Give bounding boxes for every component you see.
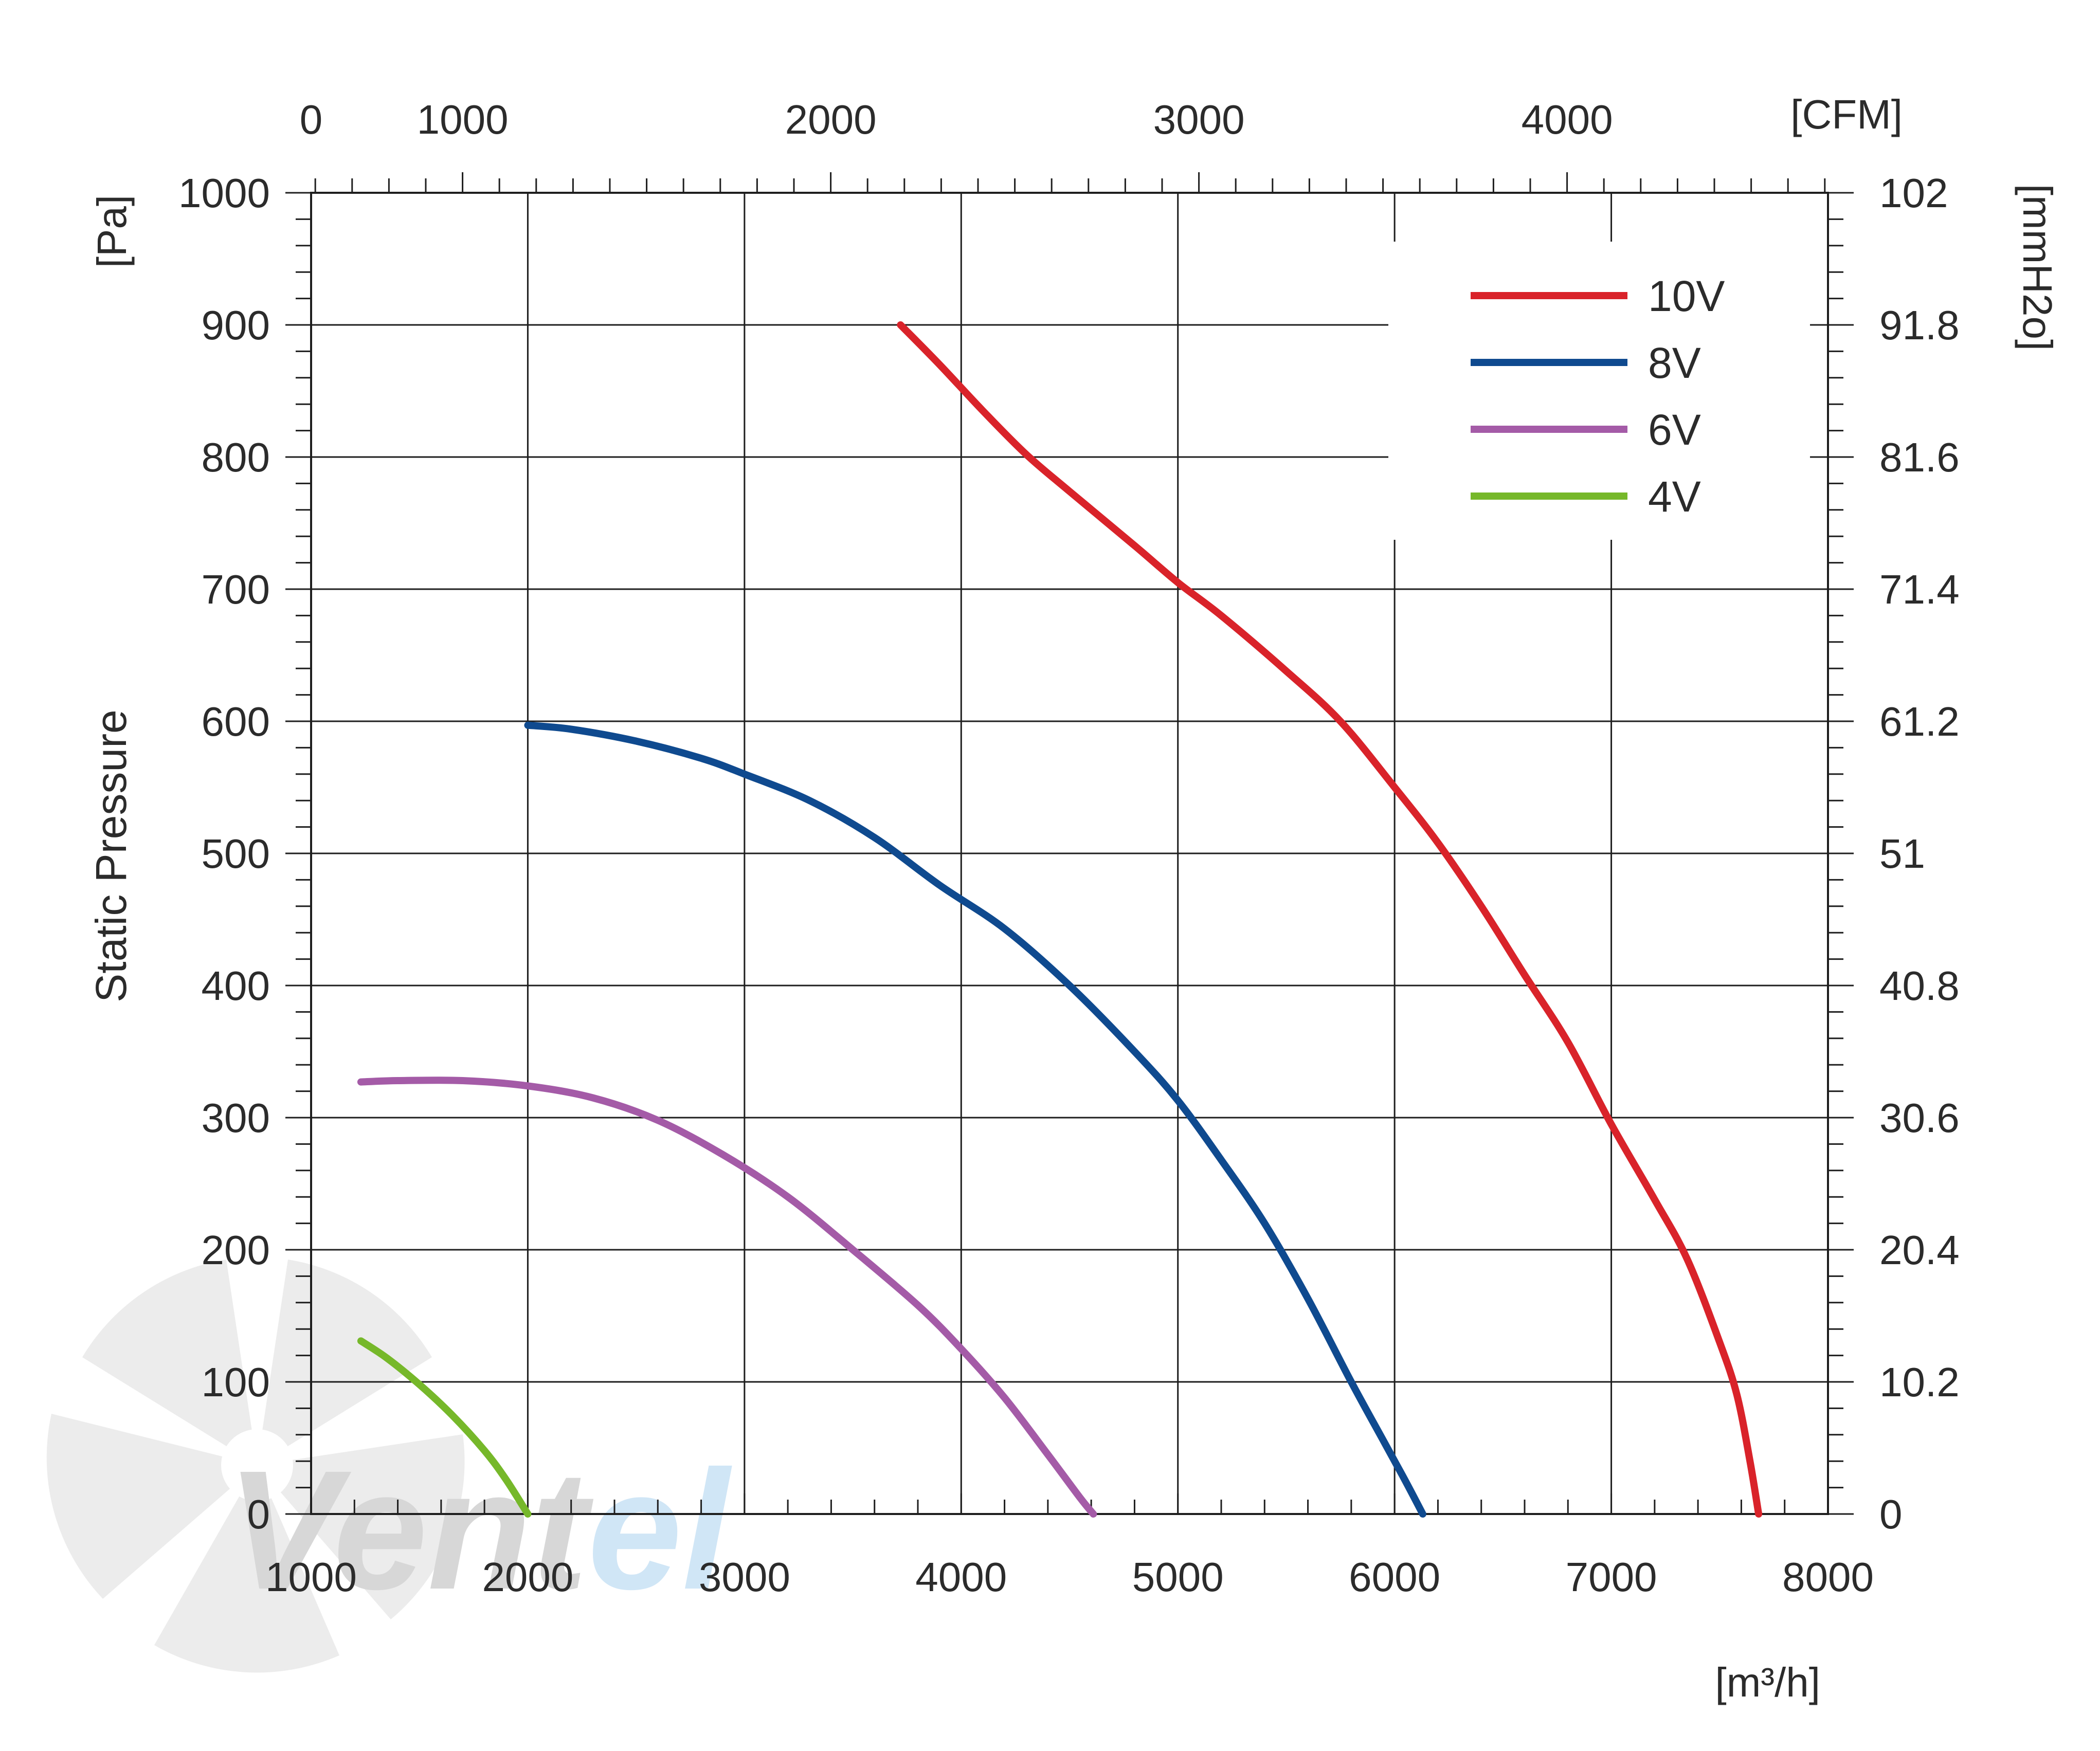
y-right-tick-label: 51 [1879,831,1925,877]
y-right-tick-label: 0 [1879,1491,1903,1537]
x-top-tick-label: 4000 [1522,97,1613,142]
x-tick-label: 6000 [1349,1554,1440,1600]
y-right-tick-label: 81.6 [1879,434,1960,480]
legend: 10V 8V 6V 4V [1388,242,1810,540]
y-right-tick-label: 102 [1879,170,1948,216]
x-axis-unit: [m³/h] [1715,1659,1820,1705]
y-right-tick-label: 20.4 [1879,1227,1960,1273]
y-tick-label: 900 [202,302,270,348]
y-tick-label: 300 [202,1095,270,1141]
fan-impeller-icon [46,1260,465,1673]
x-top-tick-label: 0 [300,97,323,142]
x-top-tick-label: 2000 [785,97,877,142]
x-tick-label: 1000 [265,1554,357,1600]
y-right-tick-label: 10.2 [1879,1359,1960,1405]
legend-label-8v: 8V [1648,339,1701,387]
y-right-tick-label: 61.2 [1879,699,1960,744]
svg-text:Ventel: Ventel [226,1435,732,1625]
y-axis-unit: [Pa] [89,195,135,268]
y-tick-label: 400 [202,963,270,1009]
legend-label-10v: 10V [1648,272,1725,320]
x-tick-label: 2000 [482,1554,573,1600]
y-right-axis-unit: [mmH2o] [2015,184,2060,351]
x-top-tick-label: 1000 [417,97,509,142]
legend-background [1388,242,1810,540]
x-tick-label: 5000 [1132,1554,1224,1600]
y-tick-label: 200 [202,1227,270,1273]
curves [357,321,1763,1518]
y-right-tick-label: 40.8 [1879,963,1960,1009]
y-tick-label: 0 [247,1491,270,1537]
y-tick-label: 100 [202,1359,270,1405]
watermark-text-dark: Vent [226,1435,595,1625]
y-right-tick-label: 71.4 [1879,567,1960,612]
y-right-tick-label: 30.6 [1879,1095,1960,1141]
x-tick-label: 3000 [699,1554,790,1600]
y-tick-label: 700 [202,567,270,612]
legend-label-4v: 4V [1648,472,1701,521]
y-axis-title: Static Pressure [87,709,135,1002]
x-tick-label: 4000 [915,1554,1007,1600]
watermark-text-light: el [588,1435,732,1625]
y-tick-label: 500 [202,831,270,877]
series-curve-10v [897,321,1763,1518]
y-tick-label: 600 [202,699,270,744]
watermark: Ventel [46,1260,732,1673]
series-curve-4v [357,1337,532,1518]
y-right-tick-label: 91.8 [1879,302,1960,348]
x-tick-label: 7000 [1566,1554,1657,1600]
series-curve-6v [357,1077,1097,1518]
y-tick-label: 800 [202,434,270,480]
x-tick-label: 8000 [1782,1554,1874,1600]
x-top-axis-unit: [CFM] [1790,92,1903,137]
x-top-tick-label: 3000 [1153,97,1245,142]
axis-ticks [285,172,1854,1515]
legend-label-6v: 6V [1648,406,1701,454]
series-curve-8v [524,721,1426,1518]
y-tick-label: 1000 [178,170,270,216]
plot-frame [310,192,1829,1515]
